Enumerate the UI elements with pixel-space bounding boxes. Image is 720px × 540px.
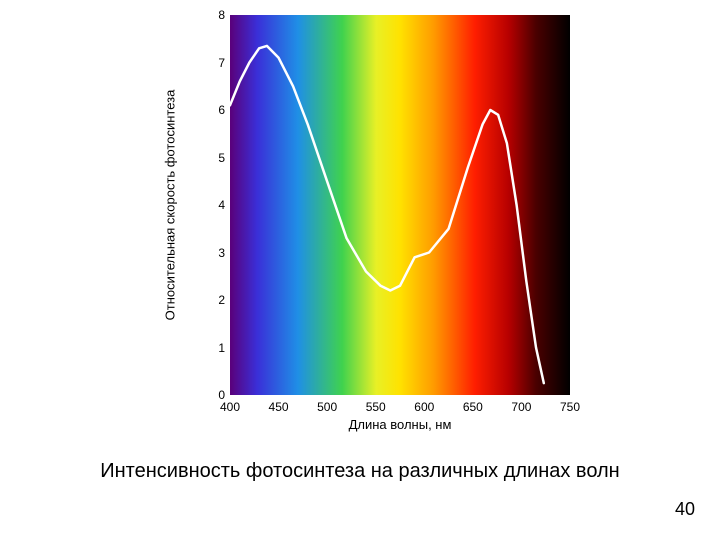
caption: Интенсивность фотосинтеза на различных д… [0, 460, 720, 483]
curve-svg [230, 15, 570, 395]
page-number: 40 [675, 499, 695, 520]
ytick-label: 1 [205, 341, 225, 355]
xtick-label: 400 [220, 400, 240, 414]
xtick-label: 700 [511, 400, 531, 414]
plot-area [230, 15, 570, 395]
ytick-label: 5 [205, 151, 225, 165]
ytick-label: 4 [205, 198, 225, 212]
ytick-label: 6 [205, 103, 225, 117]
xtick-label: 600 [414, 400, 434, 414]
ytick-label: 8 [205, 8, 225, 22]
ytick-label: 7 [205, 56, 225, 70]
y-axis-label: Относительная скорость фотосинтеза [163, 90, 178, 321]
chart: Относительная скорость фотосинтеза Длина… [160, 5, 600, 435]
x-axis-label: Длина волны, нм [230, 417, 570, 432]
page: Относительная скорость фотосинтеза Длина… [0, 0, 720, 540]
ytick-label: 2 [205, 293, 225, 307]
xtick-label: 750 [560, 400, 580, 414]
photosynthesis-curve [230, 46, 544, 383]
xtick-label: 650 [463, 400, 483, 414]
xtick-label: 500 [317, 400, 337, 414]
ytick-label: 3 [205, 246, 225, 260]
xtick-label: 450 [269, 400, 289, 414]
xtick-label: 550 [366, 400, 386, 414]
